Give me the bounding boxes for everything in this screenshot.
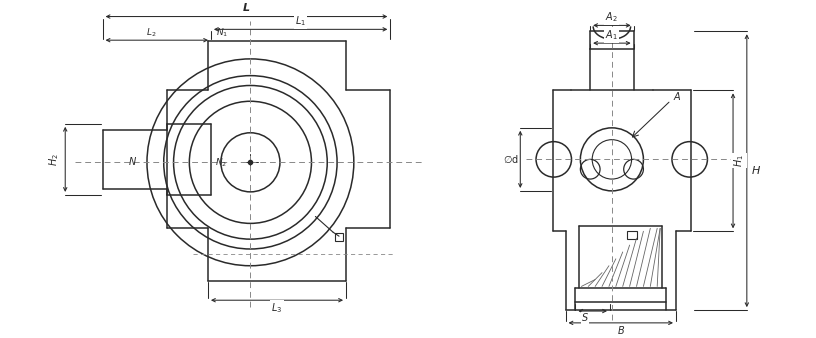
Text: L$_1$: L$_1$ <box>295 15 306 28</box>
Text: L: L <box>243 3 250 13</box>
Text: L$_3$: L$_3$ <box>272 301 282 315</box>
Text: H: H <box>752 166 760 176</box>
Text: H$_2$: H$_2$ <box>47 153 61 166</box>
Bar <box>335 233 343 241</box>
Text: S: S <box>582 313 588 323</box>
Text: L$_2$: L$_2$ <box>146 26 156 39</box>
Text: A: A <box>674 92 681 102</box>
Text: A$_2$: A$_2$ <box>605 10 619 24</box>
Text: B: B <box>618 326 624 336</box>
Text: N$_1$: N$_1$ <box>216 26 228 39</box>
Text: H$_1$: H$_1$ <box>732 154 746 167</box>
Text: A$_1$: A$_1$ <box>605 28 619 42</box>
Text: N: N <box>129 157 136 167</box>
Text: $\varnothing$d: $\varnothing$d <box>503 153 518 165</box>
Text: N$_2$: N$_2$ <box>215 156 227 169</box>
Bar <box>627 231 636 239</box>
